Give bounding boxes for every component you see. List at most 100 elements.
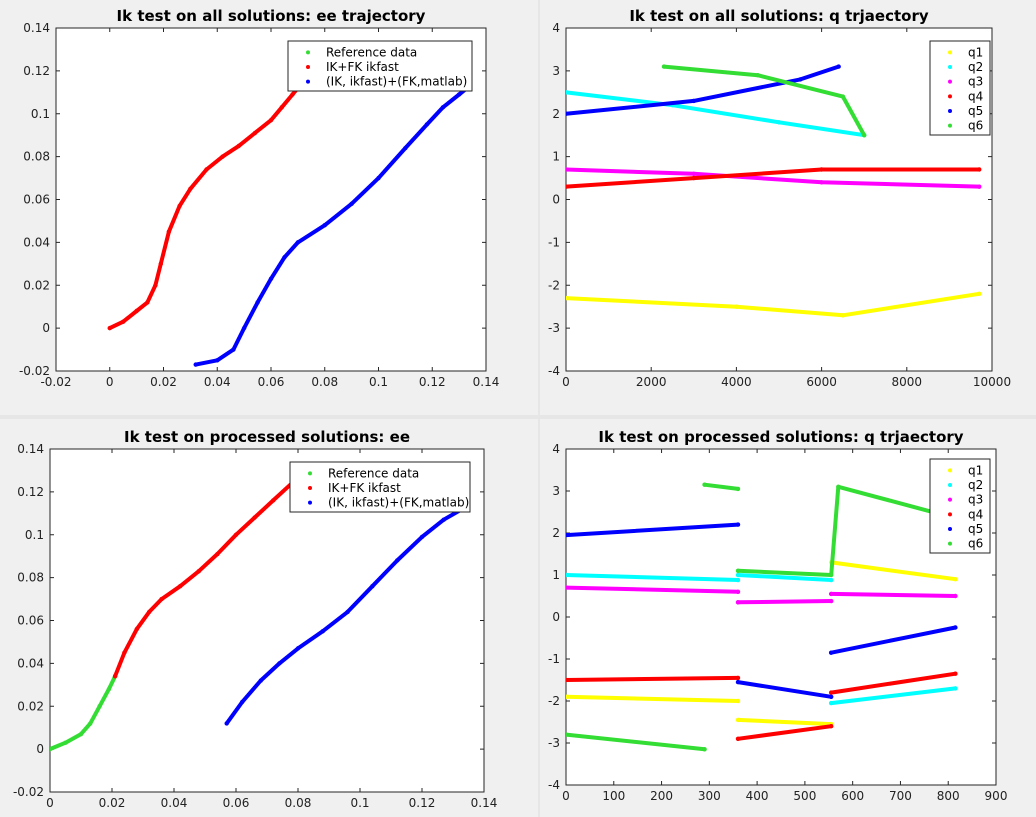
series-line-q4 [829, 671, 958, 695]
data-point [828, 690, 834, 695]
data-point [395, 558, 400, 563]
y-tick-label: 0.14 [23, 21, 50, 35]
chart-ee-all-solutions: Ik test on all solutions: ee trajectory -… [19, 7, 499, 389]
series-group [107, 85, 470, 367]
legend-marker [306, 50, 310, 55]
y-tick-label: 0.04 [23, 235, 50, 249]
data-point [233, 532, 239, 537]
y-tick-label: -2 [548, 694, 560, 708]
series-line-q5 [566, 64, 841, 116]
x-tick-label: 0 [46, 796, 54, 810]
data-point [735, 717, 741, 723]
legend-entry: q2 [968, 478, 983, 492]
chart-title: Ik test on processed solutions: ee [124, 428, 410, 446]
series-line-q2 [829, 686, 958, 706]
data-point [566, 732, 569, 737]
legend-entry: q1 [968, 463, 983, 477]
data-point [153, 283, 158, 288]
legend-entry: q6 [968, 537, 983, 551]
legend-box [289, 461, 471, 513]
series-line--ik-ikfast-fk-matlab- [193, 86, 470, 367]
data-point [241, 325, 247, 331]
data-point [862, 132, 867, 138]
series-line-q3 [566, 167, 982, 189]
data-point [953, 686, 958, 691]
x-tick-label: 100 [602, 789, 625, 803]
data-point [836, 64, 841, 69]
data-point [255, 300, 260, 305]
data-point [120, 319, 126, 324]
x-tick-label: 200 [650, 789, 673, 803]
figure-ee-all: Ik test on all solutions: ee trajectory -… [0, 0, 538, 415]
x-tick-label: 0 [106, 375, 114, 389]
series-line-q1 [566, 291, 982, 318]
x-tick-label: 600 [841, 789, 864, 803]
x-tick-label: 0.12 [409, 796, 436, 810]
y-tick-label: -1 [548, 652, 560, 666]
y-tick-label: 0.08 [23, 150, 50, 164]
data-point [735, 589, 741, 594]
x-tick-label: 0.06 [258, 375, 285, 389]
legend-entry: q6 [968, 119, 983, 133]
data-point [236, 143, 241, 149]
data-point [828, 700, 834, 706]
data-point [691, 175, 696, 181]
data-point [188, 186, 193, 191]
y-tick-label: 0 [36, 742, 44, 756]
data-point [376, 175, 381, 181]
series-line-q3 [736, 599, 834, 605]
data-point [840, 94, 846, 99]
x-tick-label: -0.02 [40, 375, 71, 389]
data-point [290, 92, 295, 97]
data-point [63, 740, 68, 745]
y-tick-label: 0.14 [17, 442, 44, 456]
data-point [691, 98, 696, 104]
data-point [735, 522, 741, 527]
x-tick-label: 0 [562, 789, 570, 803]
legend-marker [948, 468, 952, 473]
data-point [252, 130, 258, 136]
data-point [566, 167, 569, 172]
legend-entry: q5 [968, 522, 983, 536]
data-point [828, 591, 834, 597]
y-tick-label: 2 [552, 526, 560, 540]
data-point [566, 90, 569, 95]
data-point [295, 646, 301, 651]
legend-entry: q1 [968, 45, 983, 59]
figure-q-processed: Ik test on processed solutions: q trjaec… [540, 419, 1036, 817]
data-point [828, 724, 834, 729]
data-point [828, 598, 834, 604]
chart-ee-processed-solutions: Ik test on processed solutions: ee 0 0.02 0… [13, 428, 497, 810]
data-point [166, 229, 172, 234]
x-tick-label: 0.04 [204, 375, 231, 389]
x-tick-label: 0.12 [419, 375, 446, 389]
y-tick-label: -2 [548, 278, 560, 292]
data-point [106, 686, 112, 692]
series-line-ik-fk-ikfast [113, 481, 294, 679]
y-tick-label: -0.02 [13, 785, 44, 799]
data-point [122, 650, 127, 655]
x-tick-label: 500 [793, 789, 816, 803]
legend-entry: (IK, ikfast)+(FK,matlab) [326, 75, 467, 89]
x-tick-label: 0.08 [285, 796, 312, 810]
series-line-q4 [736, 724, 834, 741]
legend-marker [948, 65, 952, 69]
legend-entry: Reference data [326, 45, 417, 59]
legend-marker [948, 123, 952, 128]
x-tick-label: 4000 [721, 375, 752, 389]
legend-box [929, 40, 991, 136]
legend-marker [948, 527, 952, 531]
legend-entry: IK+FK ikfast [326, 60, 399, 74]
data-point [50, 746, 53, 752]
y-tick-label: 0 [552, 193, 560, 207]
y-tick-label: 0.12 [17, 485, 44, 499]
data-point [735, 600, 741, 605]
series-line-q2 [736, 573, 834, 582]
legend-marker [308, 486, 312, 490]
x-tick-label: 0.1 [369, 375, 388, 389]
data-point [295, 240, 301, 245]
chart-title: Ik test on processed solutions: q trjaec… [598, 428, 963, 446]
data-point [755, 72, 760, 78]
x-tick-label: 300 [698, 789, 721, 803]
